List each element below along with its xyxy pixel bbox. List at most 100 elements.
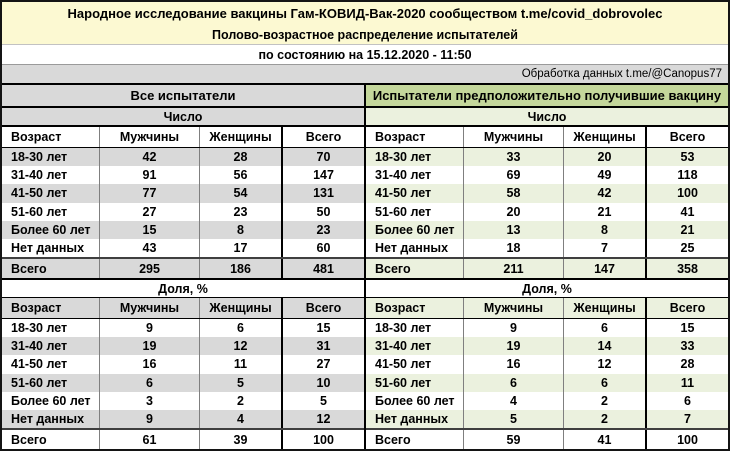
cell-age: 31-40 лет <box>11 339 68 354</box>
cell-total: 70 <box>281 148 364 167</box>
cell-total: 23 <box>281 220 364 239</box>
cell-women: 12 <box>199 337 281 356</box>
cell-men: 18 <box>463 238 563 258</box>
cell-total: 27 <box>281 355 364 374</box>
cell-age: 51-60 лет <box>375 375 432 390</box>
cell-men: 58 <box>463 184 563 203</box>
cell-women: 21 <box>563 202 645 221</box>
total-cell-men: 295 <box>99 259 199 279</box>
cell-age: Более 60 лет <box>11 393 91 408</box>
total-cell-women: 186 <box>199 259 281 279</box>
cell-age: 51-60 лет <box>375 204 432 219</box>
cell-women: 7 <box>563 238 645 258</box>
subtitle: Полово-возрастное распределение испытате… <box>2 25 728 44</box>
as-of-date: по состоянию на 15.12.2020 - 11:50 <box>2 44 728 64</box>
cell-total: 100 <box>645 184 728 203</box>
cell-men: 4 <box>463 391 563 410</box>
section-all-testers: Все испытатели Число Возраст Мужчины Женщины… <box>2 85 364 449</box>
column-header-men: Мужчины <box>99 298 199 319</box>
cell-total: 11 <box>645 373 728 392</box>
column-header-men: Мужчины <box>463 127 563 147</box>
table-row: Более 60 лет 13 8 21 <box>366 220 728 239</box>
total-cell-age: Всего <box>11 261 47 276</box>
cell-total: 53 <box>645 148 728 167</box>
cell-women: 6 <box>563 319 645 338</box>
cell-age: 41-50 лет <box>11 186 68 201</box>
table-row: 31-40 лет 19 14 33 <box>366 337 728 356</box>
cell-men: 9 <box>99 319 199 338</box>
section-vaccinated: Испытатели предположительно получившие в… <box>364 85 728 449</box>
column-header-total: Всего <box>281 127 364 147</box>
total-row: Всего 295 186 481 <box>2 257 364 279</box>
cell-age: 41-50 лет <box>375 357 432 372</box>
column-header-women: Женщины <box>563 298 645 319</box>
column-header-men: Мужчины <box>99 127 199 147</box>
cell-age: 18-30 лет <box>11 150 68 165</box>
cell-women: 28 <box>199 148 281 167</box>
cell-total: 31 <box>281 337 364 356</box>
cell-age: 51-60 лет <box>11 375 68 390</box>
column-header-men: Мужчины <box>463 298 563 319</box>
block-label-share: Доля, % <box>366 278 728 299</box>
section-title: Испытатели предположительно получившие в… <box>366 85 728 108</box>
total-cell-total: 358 <box>645 259 728 279</box>
cell-men: 13 <box>463 220 563 239</box>
cell-total: 28 <box>645 355 728 374</box>
cell-women: 6 <box>199 319 281 338</box>
cell-men: 16 <box>463 355 563 374</box>
cell-men: 33 <box>463 148 563 167</box>
table-row: 41-50 лет 16 11 27 <box>2 355 364 374</box>
table-row: 31-40 лет 91 56 147 <box>2 166 364 185</box>
column-header-total: Всего <box>281 298 364 319</box>
total-cell-total: 481 <box>281 259 364 279</box>
cell-men: 9 <box>99 409 199 429</box>
cell-men: 5 <box>463 409 563 429</box>
table-row: 31-40 лет 69 49 118 <box>366 166 728 185</box>
column-header-row: Возраст Мужчины Женщины Всего <box>2 127 364 148</box>
table-row: Более 60 лет 3 2 5 <box>2 391 364 410</box>
cell-age: 51-60 лет <box>11 204 68 219</box>
cell-age: 41-50 лет <box>375 186 432 201</box>
cell-women: 11 <box>199 355 281 374</box>
cell-age: Более 60 лет <box>375 222 455 237</box>
column-header-row: Возраст Мужчины Женщины Всего <box>366 127 728 148</box>
cell-women: 12 <box>563 355 645 374</box>
table-row: Нет данных 5 2 7 <box>366 409 728 429</box>
cell-women: 20 <box>563 148 645 167</box>
table-row: 18-30 лет 9 6 15 <box>366 319 728 338</box>
column-header-age: Возраст <box>375 130 426 144</box>
table-row: Нет данных 43 17 60 <box>2 238 364 258</box>
total-cell-women: 39 <box>199 430 281 449</box>
table-row: 51-60 лет 20 21 41 <box>366 202 728 221</box>
cell-total: 12 <box>281 409 364 429</box>
total-cell-men: 59 <box>463 430 563 449</box>
cell-women: 4 <box>199 409 281 429</box>
table-row: Нет данных 9 4 12 <box>2 409 364 429</box>
column-header-age: Возраст <box>11 301 62 316</box>
table-row: 51-60 лет 6 6 11 <box>366 373 728 392</box>
cell-women: 5 <box>199 373 281 392</box>
cell-age: 18-30 лет <box>11 321 68 336</box>
cell-men: 19 <box>463 337 563 356</box>
cell-women: 2 <box>563 391 645 410</box>
table-row: 51-60 лет 27 23 50 <box>2 202 364 221</box>
table-row: Более 60 лет 4 2 6 <box>366 391 728 410</box>
cell-total: 60 <box>281 238 364 258</box>
column-header-women: Женщины <box>199 127 281 147</box>
cell-women: 14 <box>563 337 645 356</box>
cell-men: 16 <box>99 355 199 374</box>
column-header-total: Всего <box>645 298 728 319</box>
column-header-total: Всего <box>645 127 728 147</box>
cell-total: 25 <box>645 238 728 258</box>
cell-age: Нет данных <box>375 411 449 426</box>
table-row: 41-50 лет 77 54 131 <box>2 184 364 203</box>
total-cell-age: Всего <box>375 432 411 447</box>
cell-men: 9 <box>463 319 563 338</box>
cell-women: 56 <box>199 166 281 185</box>
cell-women: 23 <box>199 202 281 221</box>
cell-total: 50 <box>281 202 364 221</box>
total-cell-age: Всего <box>375 261 411 276</box>
cell-total: 7 <box>645 409 728 429</box>
block-label-count: Число <box>2 108 364 127</box>
